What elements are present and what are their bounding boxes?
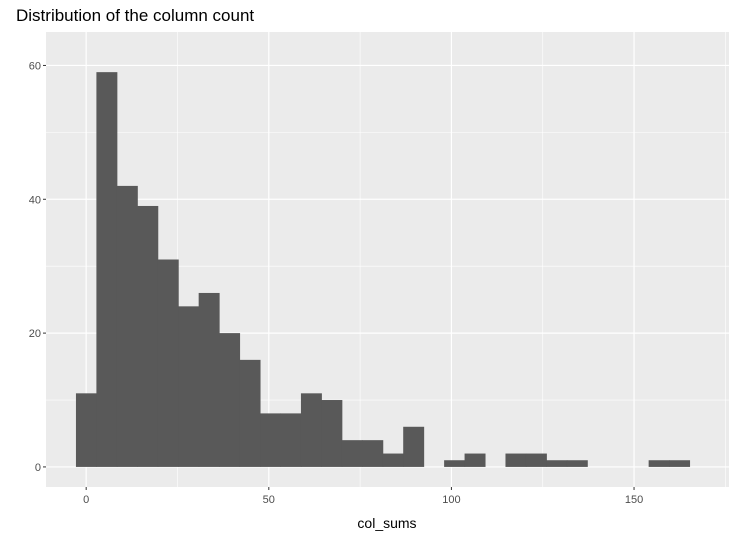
histogram-bar [444, 460, 466, 467]
x-tick-label: 50 [263, 494, 275, 506]
chart-title: Distribution of the column count [16, 6, 254, 25]
y-tick-label: 40 [29, 194, 41, 206]
histogram-bars [75, 72, 691, 467]
y-axis: 0 20 40 60 [29, 60, 46, 474]
minor-gridlines [46, 32, 729, 487]
histogram-bar [382, 453, 404, 467]
histogram-bar [321, 400, 343, 467]
histogram-bar [75, 393, 97, 467]
y-tick-label: 0 [35, 462, 41, 474]
histogram-bar [239, 359, 261, 467]
major-gridlines [46, 32, 729, 487]
histogram-bar [464, 453, 486, 467]
x-tick-label: 0 [83, 494, 89, 506]
y-tick-label: 60 [29, 60, 41, 72]
x-tick-label: 100 [442, 494, 460, 506]
histogram-bar [178, 306, 200, 467]
histogram-bar [116, 185, 138, 467]
histogram-bar [280, 413, 302, 467]
histogram-bar [219, 333, 241, 467]
histogram-bar [669, 460, 691, 467]
histogram-bar [648, 460, 670, 467]
histogram-bar [566, 460, 588, 467]
x-tick-label: 150 [625, 494, 643, 506]
histogram-bar [546, 460, 568, 467]
histogram-bar [157, 259, 179, 467]
histogram-bar [505, 453, 527, 467]
histogram-bar [525, 453, 547, 467]
x-axis: 0 50 100 150 [83, 487, 643, 506]
histogram-bar [260, 413, 281, 467]
histogram-bar [341, 440, 363, 467]
histogram-bar [96, 72, 118, 467]
y-tick-label: 20 [29, 328, 41, 340]
histogram-bar [198, 292, 220, 467]
histogram-bar [403, 426, 425, 467]
x-axis-title: col_sums [357, 515, 416, 531]
histogram-bar [362, 440, 384, 467]
histogram-bar [300, 393, 322, 467]
histogram-bar [137, 205, 159, 467]
